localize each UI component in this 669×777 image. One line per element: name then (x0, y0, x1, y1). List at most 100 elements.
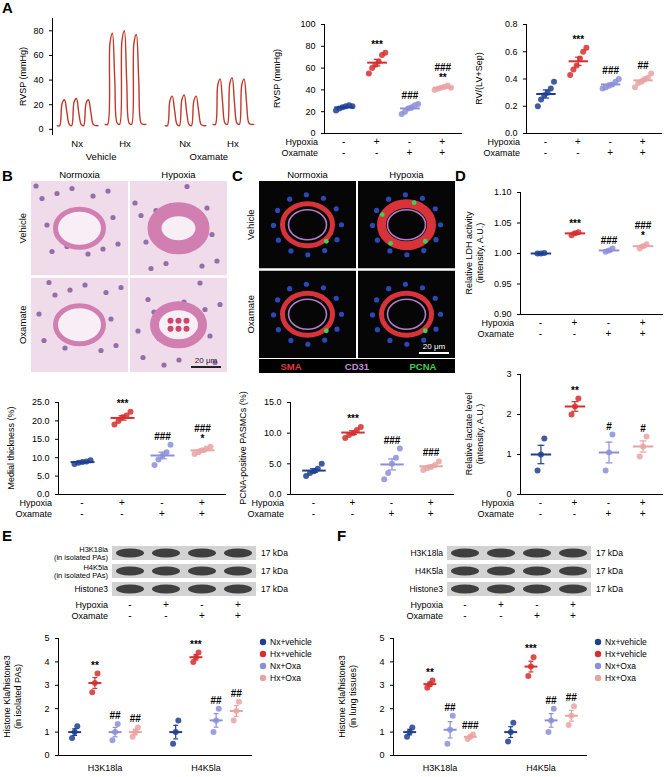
svg-text:-: - (544, 136, 547, 147)
svg-text:Oxamate: Oxamate (477, 329, 514, 339)
svg-text:-: - (342, 136, 345, 147)
svg-text:-: - (539, 508, 542, 519)
svg-text:0.2: 0.2 (505, 101, 518, 111)
svg-text:Nx+Oxa: Nx+Oxa (270, 661, 301, 671)
svg-text:+: + (199, 497, 205, 508)
svg-text:-: - (80, 508, 83, 519)
svg-text:2: 2 (44, 704, 49, 714)
svg-text:100: 100 (300, 19, 315, 29)
svg-text:0.4: 0.4 (505, 74, 518, 84)
svg-text:-: - (128, 599, 131, 610)
svg-text:3: 3 (44, 680, 49, 690)
svg-text:+: + (439, 136, 445, 147)
svg-text:+: + (350, 497, 356, 508)
svg-text:Relative LDH activity: Relative LDH activity (464, 211, 474, 295)
svg-text:0.8: 0.8 (505, 19, 518, 29)
svg-text:5: 5 (379, 633, 384, 643)
svg-text:+: + (374, 136, 380, 147)
svg-text:***: *** (190, 639, 202, 650)
svg-text:+: + (163, 599, 169, 610)
svg-text:###: ### (423, 447, 440, 458)
svg-text:###*: ###* (635, 220, 652, 241)
svg-text:Hypoxia: Hypoxia (161, 169, 196, 180)
svg-text:+: + (439, 147, 445, 158)
svg-text:-: - (539, 497, 542, 508)
svg-text:-: - (607, 317, 610, 328)
svg-text:-: - (463, 610, 466, 621)
svg-text:###: ### (384, 435, 401, 446)
svg-text:Nx: Nx (179, 138, 191, 149)
svg-text:-: - (160, 497, 163, 508)
svg-text:+: + (199, 508, 205, 519)
svg-text:20 μm: 20 μm (195, 356, 218, 365)
svg-text:###: ### (154, 431, 171, 442)
svg-text:Hypoxia: Hypoxia (481, 318, 514, 328)
svg-text:+: + (570, 610, 576, 621)
svg-text:Hypoxia: Hypoxia (75, 600, 108, 610)
svg-text:17 kDa: 17 kDa (261, 584, 288, 594)
svg-text:-: - (539, 328, 542, 339)
svg-text:***: *** (117, 398, 129, 409)
svg-text:4: 4 (44, 657, 49, 667)
svg-text:+: + (570, 599, 576, 610)
svg-text:Oxamate: Oxamate (281, 148, 318, 158)
svg-text:(in isolated PAs): (in isolated PAs) (54, 571, 109, 580)
svg-text:25.0: 25.0 (32, 397, 50, 407)
svg-text:SMA: SMA (280, 361, 301, 372)
svg-text:PCNA-positive PASMCs (%): PCNA-positive PASMCs (%) (238, 391, 248, 504)
svg-text:+: + (572, 497, 578, 508)
svg-text:##: ## (546, 695, 558, 706)
svg-text:Oxamate: Oxamate (483, 148, 520, 158)
svg-text:##: ## (130, 713, 142, 724)
svg-text:CD31: CD31 (345, 361, 370, 372)
svg-text:(in lung tissues): (in lung tissues) (348, 665, 358, 728)
svg-text:-: - (390, 497, 393, 508)
svg-text:20 μm: 20 μm (423, 342, 446, 351)
svg-text:+: + (235, 610, 241, 621)
svg-text:Hypoxia: Hypoxia (410, 600, 443, 610)
svg-text:H4K5la: H4K5la (191, 763, 221, 773)
svg-text:RVSP (mmHg): RVSP (mmHg) (272, 49, 282, 108)
svg-text:-: - (539, 317, 542, 328)
svg-text:+: + (640, 136, 646, 147)
svg-text:###: ### (402, 90, 419, 101)
svg-text:Hx: Hx (119, 138, 131, 149)
svg-text:17 kDa: 17 kDa (596, 584, 623, 594)
svg-text:-: - (463, 599, 466, 610)
svg-text:+: + (575, 136, 581, 147)
svg-text:###*: ###* (194, 423, 211, 444)
svg-text:15.0: 15.0 (264, 397, 282, 407)
svg-text:RV/(LV+Sep): RV/(LV+Sep) (474, 52, 484, 104)
svg-text:Hx+Oxa: Hx+Oxa (270, 673, 301, 683)
svg-text:+: + (640, 317, 646, 328)
svg-text:-: - (312, 508, 315, 519)
svg-text:40: 40 (33, 75, 43, 85)
svg-text:***: *** (572, 34, 584, 45)
svg-text:Oxamate: Oxamate (71, 611, 108, 621)
svg-text:-: - (120, 508, 123, 519)
svg-text:##: ## (566, 692, 578, 703)
svg-text:H4K5la: H4K5la (415, 566, 443, 576)
svg-text:-: - (535, 599, 538, 610)
svg-text:60: 60 (33, 50, 43, 60)
svg-text:+: + (428, 497, 434, 508)
svg-text:+: + (199, 610, 205, 621)
svg-text:Histone Kla/histone3: Histone Kla/histone3 (337, 655, 347, 738)
svg-text:-: - (351, 508, 354, 519)
svg-text:-: - (375, 147, 378, 158)
svg-text:-: - (200, 599, 203, 610)
svg-text:20: 20 (33, 100, 43, 110)
svg-text:##: ## (638, 60, 650, 71)
svg-text:+: + (606, 328, 612, 339)
svg-text:-: - (312, 497, 315, 508)
svg-text:###: ### (462, 720, 479, 731)
svg-text:80: 80 (305, 41, 315, 51)
svg-text:5.0: 5.0 (269, 459, 282, 469)
svg-text:Hypoxia: Hypoxia (251, 498, 284, 508)
svg-text:Normoxia: Normoxia (59, 169, 100, 180)
svg-text:***: *** (371, 39, 383, 50)
svg-text:(intensity, A.U.): (intensity, A.U.) (475, 404, 485, 464)
svg-text:RVSP (mmHg): RVSP (mmHg) (18, 47, 28, 106)
svg-text:-: - (164, 610, 167, 621)
svg-text:(in isolated PAs): (in isolated PAs) (54, 553, 109, 562)
